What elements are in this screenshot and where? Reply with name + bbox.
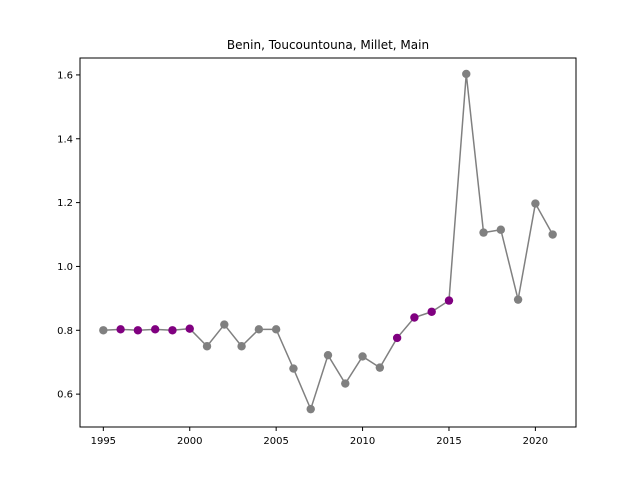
data-point-highlighted — [410, 313, 419, 322]
data-point — [548, 230, 557, 239]
data-point — [375, 363, 385, 372]
series-millet-yield — [99, 69, 557, 414]
x-tick-label: 1995 — [91, 436, 116, 447]
axes-frame — [79, 57, 577, 428]
x-tick-label: 2015 — [436, 436, 461, 447]
data-point — [358, 352, 367, 361]
y-tick-label: 0.6 — [57, 390, 73, 401]
data-point — [220, 320, 229, 329]
data-point — [202, 342, 212, 351]
x-tick-label: 2020 — [523, 436, 548, 447]
data-point-highlighted — [427, 307, 436, 316]
data-point-highlighted — [444, 296, 454, 305]
y-tick-label: 0.8 — [57, 326, 73, 337]
data-point — [513, 295, 523, 304]
data-point — [323, 350, 333, 360]
data-point — [254, 325, 264, 334]
y-axis: 0.6 0.8 1.0 1.2 1.4 1.6 — [57, 70, 80, 401]
data-point-highlighted — [116, 325, 125, 334]
data-point — [462, 69, 471, 79]
chart-title: Benin, Toucountouna, Millet, Main — [227, 38, 429, 52]
data-point — [531, 199, 540, 208]
data-point-highlighted — [168, 326, 177, 335]
y-tick-label: 1.2 — [57, 198, 73, 209]
x-tick-label: 2010 — [350, 436, 375, 447]
data-point-highlighted — [150, 325, 160, 334]
x-tick-label: 2005 — [263, 436, 288, 447]
data-point — [99, 326, 108, 335]
x-axis: 1995 2000 2005 2010 2015 2020 — [91, 427, 548, 447]
data-point-highlighted — [392, 333, 402, 343]
data-point — [289, 364, 298, 373]
data-point — [479, 228, 488, 237]
data-point-highlighted — [133, 326, 143, 335]
plot-area: 1995 2000 2005 2010 2015 2020 0.6 0.8 1.0 1.2 1.4… — [57, 57, 577, 447]
x-tick-label: 2000 — [177, 436, 202, 447]
data-point — [271, 325, 281, 334]
data-point-highlighted — [185, 324, 194, 333]
data-point — [306, 404, 315, 414]
y-tick-label: 1.0 — [57, 262, 73, 273]
series-markers — [99, 69, 557, 414]
y-tick-label: 1.4 — [57, 134, 73, 145]
y-tick-label: 1.6 — [57, 70, 73, 81]
data-point — [341, 379, 350, 388]
data-point — [496, 225, 506, 234]
data-point — [237, 342, 246, 351]
